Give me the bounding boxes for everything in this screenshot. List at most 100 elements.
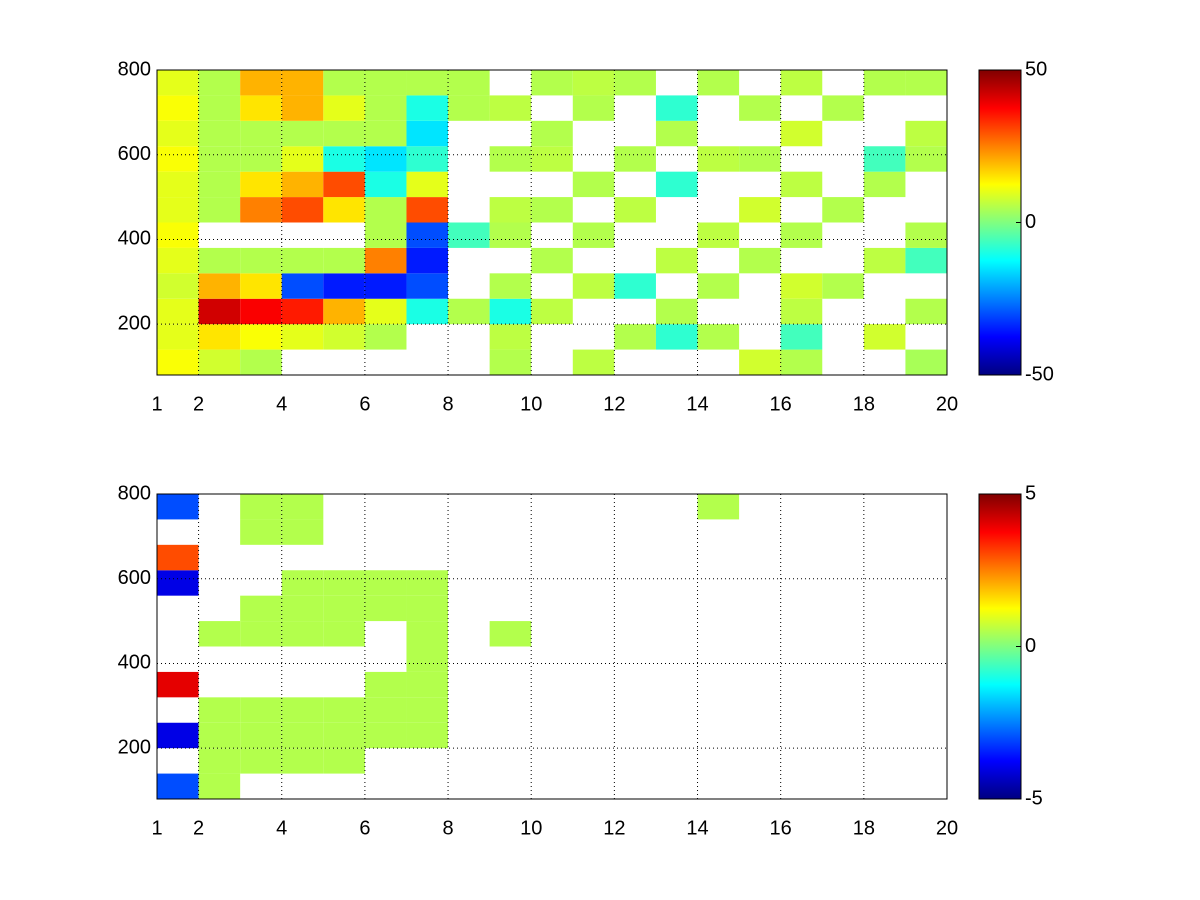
x-tick-label: 4 <box>276 393 287 415</box>
heat-cell <box>281 146 324 172</box>
axes-box <box>156 69 948 376</box>
heat-cell <box>364 324 407 350</box>
heat-cell <box>240 748 282 774</box>
colorbar-tick-label: -50 <box>1025 363 1054 385</box>
heat-cell <box>822 273 864 299</box>
heat-cell <box>655 247 698 274</box>
heat-cell <box>281 197 324 223</box>
heat-cell <box>406 146 449 172</box>
heat-cell <box>780 273 823 299</box>
heat-cell <box>281 273 324 299</box>
heat-cell <box>406 621 449 647</box>
heat-cell <box>281 621 324 647</box>
y-tick-label: 800 <box>118 482 151 504</box>
heat-cell <box>198 120 241 147</box>
heat-cell <box>240 697 282 723</box>
heat-cell <box>697 70 740 96</box>
heat-cell <box>323 171 365 198</box>
heat-cell <box>406 595 449 622</box>
heat-cell <box>822 197 864 223</box>
heat-cell <box>406 70 449 96</box>
heat-cell <box>281 519 324 545</box>
heat-cell <box>739 247 781 274</box>
heat-cell <box>240 197 282 223</box>
heat-cell <box>240 324 282 350</box>
heat-cell <box>198 324 241 350</box>
heat-cell <box>157 95 199 121</box>
heat-cell <box>198 171 241 198</box>
heat-cell <box>157 324 199 350</box>
y-tick-label: 600 <box>118 567 151 589</box>
heat-cell <box>240 519 282 545</box>
heat-cell <box>198 349 241 375</box>
heat-cell <box>157 570 199 596</box>
y-tick-label: 200 <box>118 736 151 758</box>
heat-cell <box>323 722 365 749</box>
heat-cell <box>905 298 947 325</box>
heat-cell <box>531 298 573 325</box>
x-tick-label: 16 <box>770 393 792 415</box>
heat-cell <box>157 349 199 375</box>
heat-cell <box>157 273 199 299</box>
colorbar <box>978 69 1022 376</box>
heat-cell <box>157 722 199 749</box>
heat-cell <box>240 595 282 622</box>
heat-cell <box>198 95 241 121</box>
colorbar-tick-label: 50 <box>1025 58 1047 80</box>
heat-cell <box>406 570 449 596</box>
heat-cell <box>281 748 324 774</box>
heat-cell <box>364 595 407 622</box>
heat-cell <box>489 324 532 350</box>
heat-cell <box>198 146 241 172</box>
heat-cell <box>489 349 532 375</box>
heat-cell <box>863 247 906 274</box>
heat-cell <box>281 247 324 274</box>
heat-cell <box>198 273 241 299</box>
heat-cell <box>364 298 407 325</box>
heat-cell <box>240 70 282 96</box>
x-tick-label: 2 <box>193 393 204 415</box>
heat-cell <box>157 773 199 799</box>
colorbar-tick-label: 0 <box>1025 211 1036 233</box>
heat-cell <box>364 222 407 248</box>
heat-cell <box>489 197 532 223</box>
x-tick-label: 4 <box>276 817 287 839</box>
y-tick-label: 600 <box>118 143 151 165</box>
heat-cell <box>655 298 698 325</box>
heat-cell <box>448 95 490 121</box>
heat-cell <box>364 70 407 96</box>
axes-box <box>156 493 948 800</box>
heat-cell <box>406 697 449 723</box>
x-tick-label: 16 <box>770 817 792 839</box>
heat-cell <box>157 197 199 223</box>
heat-cell <box>697 494 740 520</box>
heat-cell <box>281 324 324 350</box>
heat-cell <box>572 273 615 299</box>
heat-cell <box>364 722 407 749</box>
heat-cell <box>240 120 282 147</box>
heat-cell <box>323 120 365 147</box>
heat-cell <box>905 120 947 147</box>
heat-cell <box>157 120 199 147</box>
x-tick-label: 14 <box>686 817 708 839</box>
heat-cell <box>198 70 241 96</box>
heat-cell <box>448 70 490 96</box>
heat-cell <box>364 95 407 121</box>
x-tick-label: 18 <box>853 817 875 839</box>
heat-cell <box>323 197 365 223</box>
heat-cell <box>157 494 199 520</box>
heat-cell <box>531 247 573 274</box>
heat-cell <box>281 697 324 723</box>
heat-cell <box>240 621 282 647</box>
heat-cell <box>157 146 199 172</box>
heat-cell <box>448 222 490 248</box>
heat-cell <box>489 298 532 325</box>
heat-cell <box>822 95 864 121</box>
heat-cell <box>240 146 282 172</box>
heat-cell <box>406 120 449 147</box>
heat-cell <box>364 120 407 147</box>
x-tick-label: 6 <box>359 817 370 839</box>
heat-cell <box>406 197 449 223</box>
heat-cell <box>905 70 947 96</box>
